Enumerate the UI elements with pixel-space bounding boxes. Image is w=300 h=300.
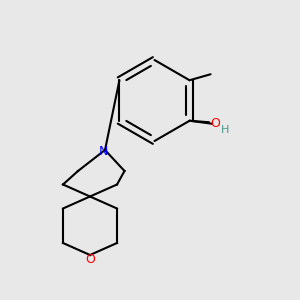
Text: N: N: [99, 145, 108, 158]
Text: H: H: [221, 125, 230, 135]
Text: O: O: [211, 117, 220, 130]
Text: O: O: [85, 253, 95, 266]
